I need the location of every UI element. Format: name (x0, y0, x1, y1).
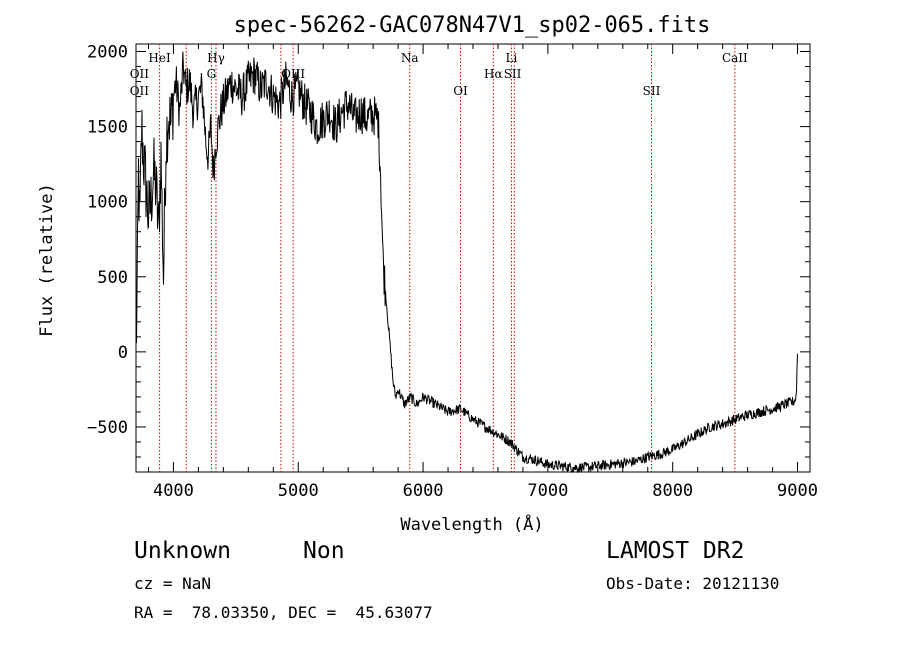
chart-title: spec-56262-GAC078N47V1_sp02-065.fits (234, 13, 711, 38)
spectral-line-label-11: SII (643, 84, 661, 98)
spectral-line-label-1: HeI (148, 51, 171, 65)
x-tick-label: 8000 (652, 481, 693, 501)
coordinates: RA = 78.03350, DEC = 45.63077 (134, 603, 433, 622)
spectrum-line (135, 51, 798, 474)
observation-date: Obs-Date: 20121130 (606, 574, 780, 593)
x-tick-label: 6000 (403, 481, 444, 501)
x-tick-label: 5000 (278, 481, 319, 501)
x-tick-label: 9000 (777, 481, 818, 501)
y-tick-label: 1000 (87, 193, 128, 213)
spectral-line-label-0: OII (130, 84, 150, 98)
x-tick-label: 7000 (527, 481, 568, 501)
spectral-line-label-10: SII (504, 67, 522, 81)
y-tick-label: 500 (97, 268, 128, 288)
spectral-line-label-3: Hγ (207, 51, 225, 65)
spectral-line-label-12: CaII (722, 51, 748, 65)
spectral-line-label-4: G (207, 67, 217, 81)
y-tick-label: −500 (87, 418, 128, 438)
y-tick-label: 2000 (87, 43, 128, 63)
x-tick-label: 4000 (153, 481, 194, 501)
y-tick-label: 1500 (87, 118, 128, 138)
spectral-line-label-9: Hα (484, 67, 503, 81)
spectral-line-label-8: Li (506, 51, 518, 65)
plot-frame (135, 43, 811, 473)
y-tick-label: 0 (118, 343, 128, 363)
object-subclass: Non (303, 538, 345, 564)
redshift-cz: cz = NaN (134, 574, 212, 593)
x-axis-label: Wavelength (Å) (400, 513, 543, 535)
spectral-line-label-7: OI (453, 84, 468, 98)
spectral-line-label-2: OII (130, 67, 150, 81)
survey-name: LAMOST DR2 (606, 538, 745, 564)
y-axis-label: Flux (relative) (37, 183, 57, 337)
spectral-line-label-6: Na (401, 51, 419, 65)
object-class: Unknown (134, 538, 231, 564)
